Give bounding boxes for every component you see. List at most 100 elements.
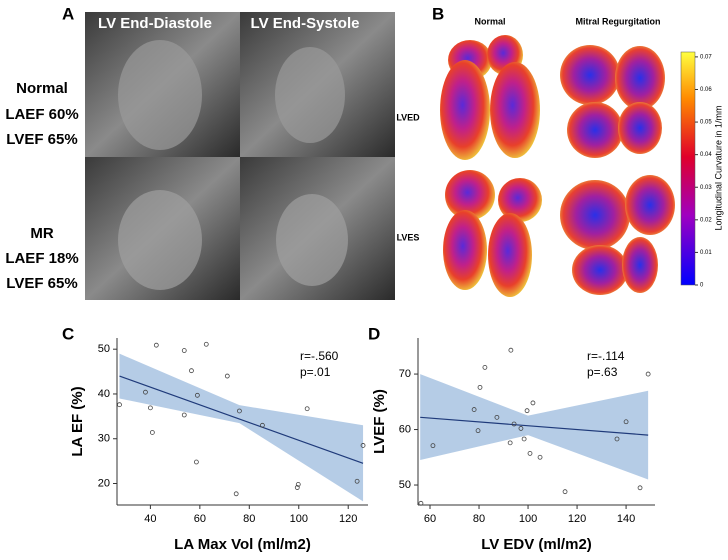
data-point bbox=[181, 412, 187, 418]
y-tick-label: 30 bbox=[98, 433, 110, 445]
data-point bbox=[233, 491, 239, 497]
panel-label: C bbox=[62, 324, 74, 343]
colorbar-tick-label: 0.07 bbox=[700, 54, 712, 60]
colorbar-tick-label: 0.06 bbox=[700, 87, 712, 93]
x-axis-label: LA Max Vol (ml/m2) bbox=[174, 536, 311, 553]
data-point bbox=[260, 422, 265, 428]
heart-shape bbox=[615, 46, 665, 110]
data-point bbox=[645, 371, 651, 377]
heart-shape bbox=[560, 180, 630, 250]
y-tick-label: 50 bbox=[98, 343, 110, 355]
heart-shape bbox=[488, 213, 532, 297]
heart-shape bbox=[440, 60, 490, 160]
heart-shape bbox=[618, 102, 662, 154]
row-line: LVEF 65% bbox=[6, 275, 77, 292]
y-tick-label: 50 bbox=[399, 479, 411, 491]
data-point bbox=[521, 436, 527, 442]
data-point bbox=[508, 347, 514, 353]
heart-shape bbox=[622, 237, 658, 293]
colorbar-tick-label: 0 bbox=[700, 283, 704, 289]
heart-shape bbox=[625, 175, 675, 235]
fit-line bbox=[420, 416, 649, 436]
data-point bbox=[418, 500, 424, 506]
data-point bbox=[537, 454, 543, 460]
y-axis-label: LVEF (%) bbox=[371, 389, 388, 454]
annotation: p=.63 bbox=[587, 365, 618, 379]
heart-shape bbox=[567, 102, 623, 158]
x-tick-label: 80 bbox=[473, 513, 485, 525]
data-point bbox=[623, 419, 629, 425]
column-label: Mitral Regurgitation bbox=[576, 16, 661, 26]
panel-label: D bbox=[368, 324, 380, 343]
ventricle bbox=[275, 47, 345, 143]
row-label: LVED bbox=[396, 112, 420, 122]
x-tick-label: 100 bbox=[290, 513, 308, 525]
row-label: LVES bbox=[397, 232, 420, 242]
data-point bbox=[494, 414, 500, 420]
fit-line bbox=[119, 375, 364, 464]
heart-renderings bbox=[440, 35, 675, 297]
row-line: LVEF 65% bbox=[6, 131, 77, 148]
column-label: LV End-Systole bbox=[251, 15, 360, 32]
data-point bbox=[143, 389, 148, 395]
column-label: LV End-Diastole bbox=[98, 15, 212, 32]
data-point bbox=[295, 482, 301, 487]
data-point bbox=[354, 478, 360, 484]
panel-label: B bbox=[432, 4, 444, 23]
ventricle bbox=[118, 40, 202, 150]
heart-shape bbox=[445, 170, 495, 220]
data-point bbox=[475, 428, 481, 434]
data-point bbox=[194, 392, 200, 398]
data-point bbox=[360, 443, 366, 448]
data-point bbox=[482, 365, 488, 370]
x-tick-label: 60 bbox=[194, 513, 206, 525]
data-point bbox=[430, 443, 436, 449]
data-point bbox=[304, 406, 310, 412]
y-tick-label: 40 bbox=[98, 388, 110, 400]
colorbar-tick-label: 0.02 bbox=[700, 217, 712, 223]
annotation: r=-.560 bbox=[300, 349, 339, 363]
x-tick-label: 80 bbox=[243, 513, 255, 525]
ventricle bbox=[118, 190, 202, 290]
data-point bbox=[149, 430, 155, 435]
heart-shape bbox=[490, 62, 540, 158]
y-tick-label: 20 bbox=[98, 477, 110, 489]
data-point bbox=[524, 408, 530, 414]
column-label: Normal bbox=[474, 16, 505, 26]
row-group: Normal bbox=[16, 80, 68, 97]
data-point bbox=[189, 368, 194, 374]
data-point bbox=[224, 373, 230, 379]
data-point bbox=[518, 426, 524, 431]
data-point bbox=[477, 384, 483, 390]
data-point bbox=[147, 405, 153, 411]
colorbar-tick-label: 0.01 bbox=[700, 250, 712, 256]
data-point bbox=[203, 341, 209, 347]
ventricle bbox=[276, 194, 348, 286]
x-tick-label: 40 bbox=[144, 513, 156, 525]
colorbar-tick-label: 0.03 bbox=[700, 185, 712, 191]
confidence-band bbox=[119, 353, 364, 502]
mri-grid bbox=[85, 12, 395, 300]
x-axis-label: LV EDV (ml/m2) bbox=[481, 536, 592, 553]
x-tick-label: 60 bbox=[424, 513, 436, 525]
panel-label: A bbox=[62, 4, 74, 23]
data-point bbox=[237, 408, 242, 414]
data-point bbox=[511, 421, 517, 427]
colorbar bbox=[680, 51, 696, 286]
colorbar-tick-label: 0.05 bbox=[700, 120, 712, 126]
heart-shape bbox=[443, 210, 487, 290]
row-line: LAEF 18% bbox=[5, 250, 78, 267]
y-tick-label: 60 bbox=[399, 423, 411, 435]
x-tick-label: 120 bbox=[568, 513, 586, 525]
data-point bbox=[562, 489, 568, 495]
colorbar-ticks: 0 0.01 0.02 0.03 0.04 0.05 0.06 0.07 bbox=[695, 54, 712, 289]
x-tick-label: 100 bbox=[519, 513, 537, 525]
annotation: r=-.114 bbox=[587, 349, 625, 363]
colorbar-tick-label: 0.04 bbox=[700, 152, 712, 158]
heart-shape bbox=[572, 245, 628, 295]
row-group: MR bbox=[30, 225, 53, 242]
data-point bbox=[294, 485, 300, 490]
colorbar-title: Longitudinal Curvature in 1/mm bbox=[713, 105, 723, 230]
data-point bbox=[117, 402, 122, 408]
